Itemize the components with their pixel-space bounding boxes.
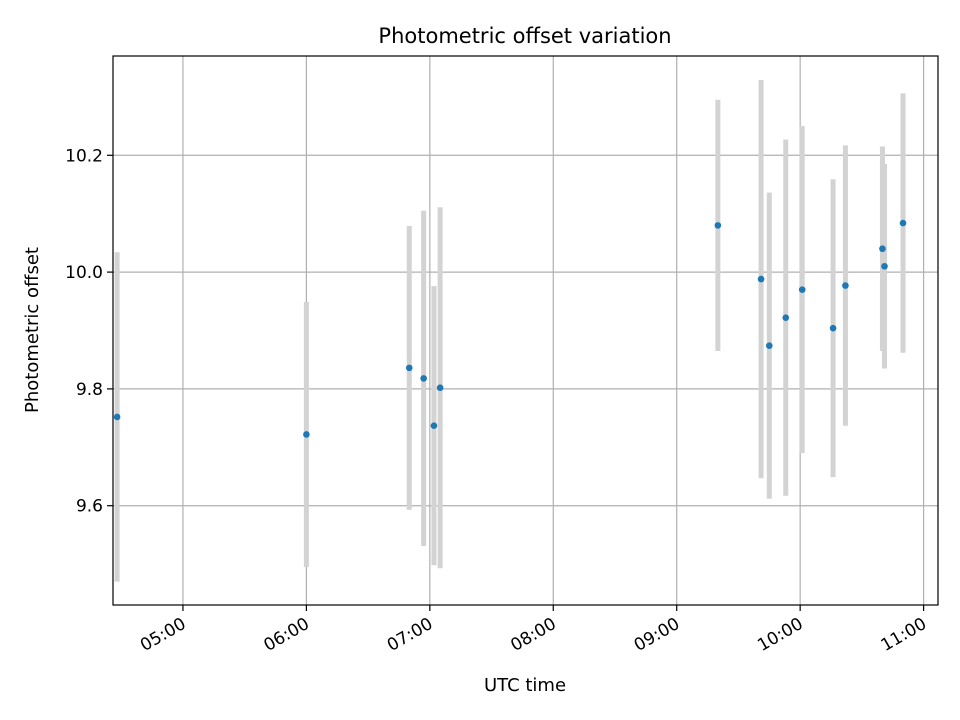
data-point [782,314,790,321]
y-tick-label: 9.8 [76,380,103,400]
x-tick-label: 11:00 [878,614,930,656]
data-points [113,219,907,438]
x-tick-label: 05:00 [137,614,189,656]
data-point [881,262,888,270]
data-point [420,375,427,382]
x-ticks: 05:00 06:00 07:00 08:00 09:00 10:00 11:00 [137,605,930,656]
data-point [765,342,773,349]
y-tick-label: 9.6 [76,497,103,517]
x-axis-label: UTC time [484,675,566,696]
y-tick-label: 10.2 [65,146,103,166]
x-tick-label: 09:00 [631,614,683,656]
data-point [714,222,722,229]
data-point [829,324,837,332]
data-point [798,286,806,293]
data-point [303,431,310,438]
data-point [113,413,121,421]
x-tick-label: 07:00 [384,614,436,656]
y-tick-label: 10.0 [65,263,103,283]
data-point [879,245,886,253]
y-ticks: 9.6 9.8 10.0 10.2 [65,146,113,517]
x-tick-label: 06:00 [260,614,312,656]
data-point [430,422,438,429]
data-point [842,282,849,289]
data-point [436,384,444,392]
data-point [899,219,907,227]
plot-frame [112,55,939,606]
chart-title: Photometric offset variation [378,24,671,48]
x-tick-label: 10:00 [754,614,806,656]
data-point [757,275,765,283]
y-axis-label: Photometric offset [22,247,43,413]
plot-area [113,56,938,605]
data-point [405,364,413,372]
x-tick-label: 08:00 [507,614,559,656]
